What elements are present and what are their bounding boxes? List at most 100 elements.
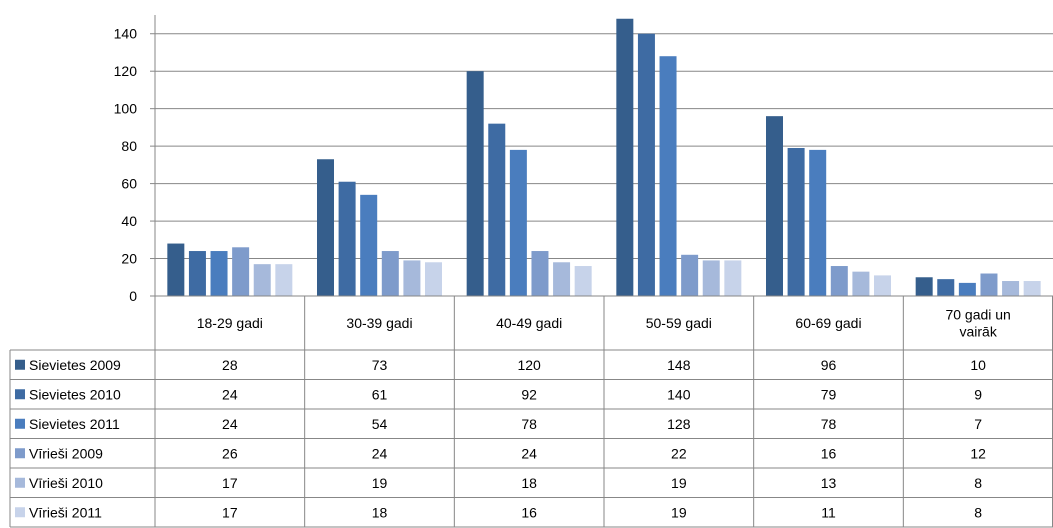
- y-tick-label: 100: [114, 101, 138, 117]
- category-label: 50-59 gadi: [646, 315, 712, 331]
- legend-label: Vīrieši 2010: [29, 475, 103, 491]
- bar: [167, 243, 185, 296]
- table-cell-value: 24: [372, 445, 388, 461]
- bar: [253, 264, 271, 296]
- bar: [724, 260, 742, 296]
- bar: [681, 254, 699, 296]
- bar: [874, 275, 891, 296]
- bar: [852, 271, 870, 296]
- legend-label: Vīrieši 2009: [29, 445, 103, 461]
- y-axis: 0 20 40 60 80 100 120 140: [114, 15, 156, 304]
- table-cell-value: 148: [667, 357, 691, 373]
- table-cell-value: 96: [821, 357, 837, 373]
- category-label: 60-69 gadi: [795, 315, 861, 331]
- bar: [553, 262, 571, 296]
- data-table: 18-29 gadi 30-39 gadi 40-49 gadi 50-59 gadi…: [9, 295, 1053, 528]
- table-cell-value: 8: [974, 504, 982, 520]
- table-cell-value: 128: [667, 416, 691, 432]
- category-label: 30-39 gadi: [346, 315, 412, 331]
- table-cell-value: 26: [222, 445, 238, 461]
- bar: [488, 123, 506, 296]
- bar: [787, 148, 805, 296]
- table-cell-value: 18: [372, 504, 388, 520]
- bar: [360, 194, 378, 296]
- table-cell-value: 17: [222, 504, 238, 520]
- bar: [915, 277, 933, 296]
- bar: [531, 251, 549, 296]
- table-cell-value: 7: [974, 416, 982, 432]
- bar: [466, 71, 484, 296]
- table-cell-value: 8: [974, 475, 982, 491]
- category-label: vairāk: [959, 324, 997, 340]
- table-cell-value: 28: [222, 357, 238, 373]
- bar: [338, 181, 356, 296]
- category-label: 40-49 gadi: [496, 315, 562, 331]
- y-tick-label: 140: [114, 26, 138, 42]
- legend-swatch: [15, 418, 25, 429]
- legend-swatch: [15, 507, 25, 518]
- bar: [1023, 281, 1041, 296]
- bar: [809, 149, 827, 296]
- table-cell-value: 19: [671, 504, 687, 520]
- bar: [381, 251, 399, 296]
- y-tick-label: 20: [121, 251, 137, 267]
- bar: [766, 116, 783, 296]
- table-cell-value: 17: [222, 475, 238, 491]
- bar: [830, 266, 848, 296]
- y-tick-label: 120: [114, 63, 138, 79]
- bar: [980, 273, 998, 296]
- table-cell-value: 19: [372, 475, 388, 491]
- table-cell-value: 79: [821, 386, 837, 402]
- table-cell-value: 10: [970, 357, 986, 373]
- legend-swatch: [15, 448, 25, 459]
- bar: [937, 279, 955, 296]
- bar: [275, 264, 293, 296]
- gridlines: [155, 33, 1053, 260]
- y-tick-label: 80: [121, 138, 137, 154]
- legend-label: Vīrieši 2011: [29, 504, 102, 520]
- table-cell-value: 9: [974, 386, 982, 402]
- category-label: 18-29 gadi: [197, 315, 263, 331]
- table-cell-value: 12: [970, 445, 986, 461]
- legend-label: Sievietes 2009: [29, 357, 121, 373]
- table-cell-value: 120: [517, 357, 541, 373]
- table-cell-value: 16: [521, 504, 537, 520]
- bar: [659, 56, 677, 296]
- table-cell-value: 24: [222, 386, 238, 402]
- table-cell-value: 78: [521, 416, 537, 432]
- legend-label: Sievietes 2010: [29, 386, 121, 402]
- table-cell-value: 11: [821, 504, 836, 520]
- legend-swatch: [15, 359, 25, 370]
- y-tick-label: 0: [129, 288, 137, 304]
- y-tick-label: 40: [121, 213, 137, 229]
- table-cell-value: 78: [821, 416, 837, 432]
- bar: [637, 33, 655, 296]
- legend-swatch: [15, 477, 25, 488]
- table-cell-value: 16: [821, 445, 837, 461]
- bar: [425, 262, 442, 296]
- legend-label: Sievietes 2011: [29, 416, 120, 432]
- bar: [188, 251, 206, 296]
- table-cell-value: 22: [671, 445, 687, 461]
- bar: [232, 247, 250, 296]
- bar: [1002, 281, 1020, 296]
- y-tick-label: 60: [121, 176, 137, 192]
- bar: [616, 18, 634, 296]
- table-cell-value: 19: [671, 475, 687, 491]
- bar: [958, 282, 976, 296]
- bar: [509, 149, 527, 296]
- category-label: 70 gadi un: [945, 307, 1010, 323]
- bar: [403, 260, 421, 296]
- table-cell-value: 18: [521, 475, 537, 491]
- table-cell-value: 61: [372, 386, 388, 402]
- table-cell-value: 13: [821, 475, 837, 491]
- table-cell-value: 54: [372, 416, 388, 432]
- legend-swatch: [15, 389, 25, 400]
- table-cell-value: 24: [222, 416, 238, 432]
- bar: [317, 159, 334, 296]
- bars: [167, 18, 1041, 296]
- table-cell-value: 24: [521, 445, 537, 461]
- bar: [210, 251, 228, 296]
- table-cell-value: 140: [667, 386, 691, 402]
